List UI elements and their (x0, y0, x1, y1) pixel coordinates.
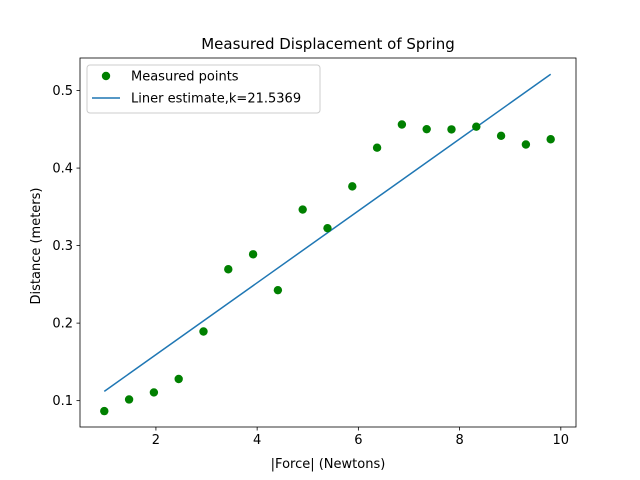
data-point (496, 131, 506, 141)
data-point (323, 223, 332, 233)
data-point (100, 406, 109, 416)
x-tick-label: 8 (455, 433, 463, 448)
data-point (298, 205, 307, 214)
y-axis-label: Distance (meters) (29, 188, 44, 305)
data-point (149, 388, 159, 397)
y-tick-label: 0.3 (52, 239, 73, 254)
y-tick-label: 0.5 (52, 84, 73, 99)
data-point (273, 285, 283, 295)
x-axis-label: |Force| (Newtons) (271, 457, 386, 472)
data-point (348, 182, 357, 191)
data-point (472, 122, 481, 131)
data-point (124, 395, 134, 404)
data-point (174, 374, 183, 384)
y-tick-label: 0.1 (52, 394, 73, 409)
x-tick-label: 6 (354, 433, 362, 448)
data-point (372, 143, 382, 152)
data-point (447, 125, 456, 134)
data-point (422, 124, 431, 134)
x-tick-label: 10 (553, 433, 570, 448)
data-point (397, 120, 407, 129)
axes-frame (79, 57, 577, 428)
legend-box (86, 64, 321, 114)
data-point (546, 135, 555, 144)
legend-marker (101, 71, 111, 81)
y-tick-label: 0.4 (52, 162, 73, 177)
x-tick-label: 2 (152, 433, 160, 448)
x-tick-label: 4 (253, 433, 261, 448)
legend: Measured points Liner estimate,k=21.5369 (86, 64, 321, 114)
data-point (521, 140, 531, 149)
chart-title: Measured Displacement of Spring (201, 35, 455, 53)
legend-label: Measured points (131, 70, 239, 85)
data-point (199, 327, 208, 336)
plot-area: 2 4 6 8 10 0.1 0.2 0.3 0.4 0.5 (52, 57, 577, 448)
data-point (224, 265, 233, 274)
y-tick-label: 0.2 (52, 317, 73, 332)
data-point (248, 250, 258, 259)
legend-label: Liner estimate,k=21.5369 (131, 92, 301, 107)
